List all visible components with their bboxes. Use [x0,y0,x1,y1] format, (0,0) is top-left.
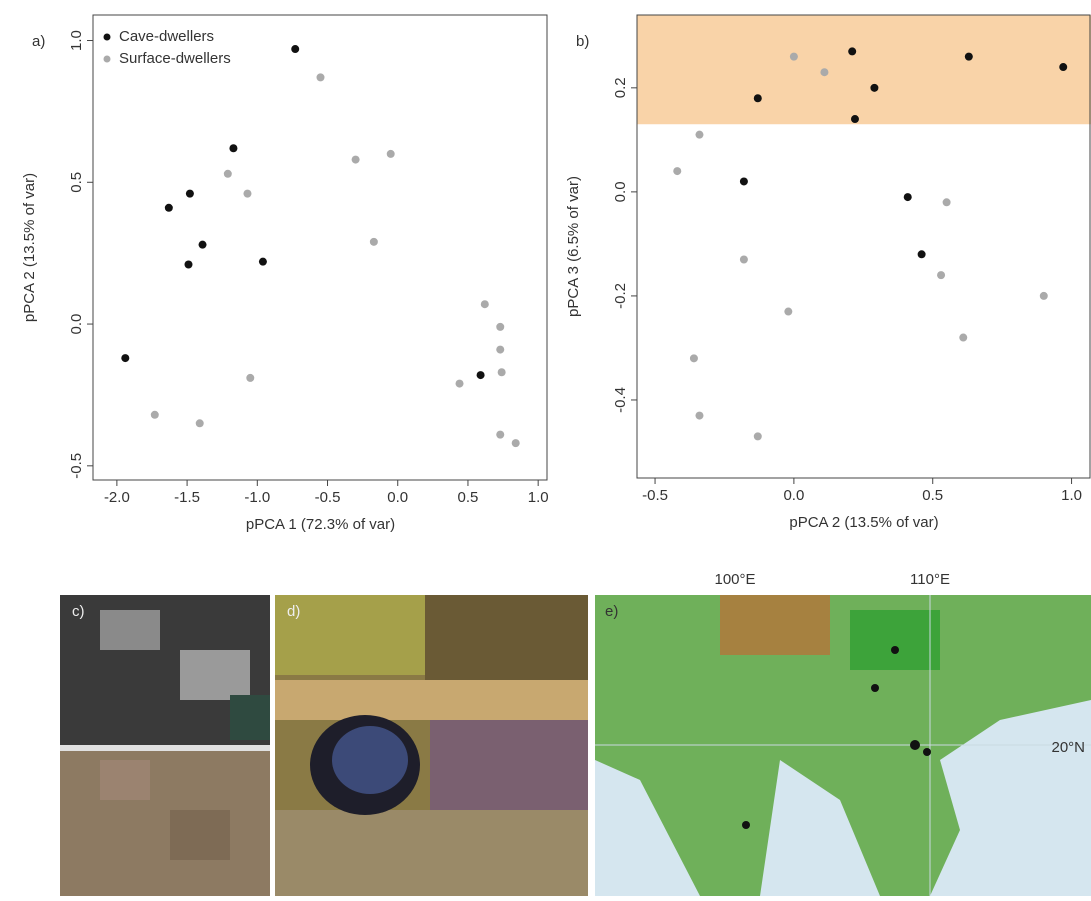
point [165,204,173,212]
x-tick-label: -1.5 [174,489,200,506]
x-tick-label: 0.0 [387,489,408,506]
y-axis-label: pPCA 3 (6.5% of var) [565,176,582,317]
x-tick-label: -0.5 [315,489,341,506]
y-tick-label: 0.0 [612,181,629,202]
y-tick-label: 1.0 [68,30,85,51]
point [259,258,267,266]
legend-marker [104,34,111,41]
legend-label: Surface-dwellers [119,50,231,67]
point [512,439,520,447]
plot-frame [93,15,547,480]
y-tick-label: -0.5 [68,453,85,479]
point [937,271,945,279]
point [851,115,859,123]
point [243,190,251,198]
point [456,380,464,388]
point [387,150,395,158]
legend-label: Cave-dwellers [119,28,214,45]
point [1059,63,1067,71]
x-tick-label: 0.5 [458,489,479,506]
panel-label: e) [605,603,618,620]
lat-label: 20°N [1051,739,1085,756]
point [481,300,489,308]
x-axis-label: pPCA 1 (72.3% of var) [246,516,395,533]
legend-marker [104,56,111,63]
point [740,177,748,185]
photo-c: c) [60,595,270,896]
point [943,198,951,206]
x-tick-label: -1.0 [244,489,270,506]
panel-label: a) [32,33,45,50]
point [784,308,792,316]
panel-label: d) [287,603,300,620]
point [352,156,360,164]
point [959,334,967,342]
point [151,411,159,419]
panel-label: b) [576,33,589,50]
point [186,190,194,198]
x-tick-label: -2.0 [104,489,130,506]
point [184,261,192,269]
point [904,193,912,201]
point [370,238,378,246]
panel-label: c) [72,603,85,620]
point [740,256,748,264]
y-tick-label: 0.0 [68,314,85,335]
point [291,45,299,53]
point [498,368,506,376]
highlight-band [637,15,1091,124]
point [496,323,504,331]
x-tick-label: 1.0 [528,489,549,506]
point [673,167,681,175]
x-tick-label: -0.5 [642,487,668,504]
y-tick-label: -0.4 [612,387,629,413]
point [496,346,504,354]
point [196,419,204,427]
x-axis-label: pPCA 2 (13.5% of var) [789,514,938,531]
point [246,374,254,382]
point [790,53,798,61]
point [848,47,856,55]
y-axis-label: pPCA 2 (13.5% of var) [21,173,38,322]
point [477,371,485,379]
figure: c) d) e) 100°E 110°E 20°N -2.0 -1.5 -1.0 -0… [0,0,1091,896]
point [870,84,878,92]
point [496,431,504,439]
point [754,432,762,440]
point [754,94,762,102]
point [121,354,129,362]
point [229,144,237,152]
y-tick-label: -0.2 [612,283,629,309]
lon-label: 100°E [714,571,755,588]
point [1040,292,1048,300]
point [199,241,207,249]
photo-d: d) [275,595,588,896]
point [965,53,973,61]
point [918,250,926,258]
point [695,131,703,139]
x-tick-label: 0.0 [783,487,804,504]
lon-label: 110°E [910,571,950,588]
x-tick-label: 0.5 [922,487,943,504]
point [317,73,325,81]
point [690,354,698,362]
point [820,68,828,76]
map-e: e) 100°E 110°E 20°N [595,571,1091,896]
y-tick-label: 0.2 [612,77,629,98]
x-tick-label: 1.0 [1061,487,1082,504]
point [224,170,232,178]
point [695,412,703,420]
y-tick-label: 0.5 [68,172,85,193]
